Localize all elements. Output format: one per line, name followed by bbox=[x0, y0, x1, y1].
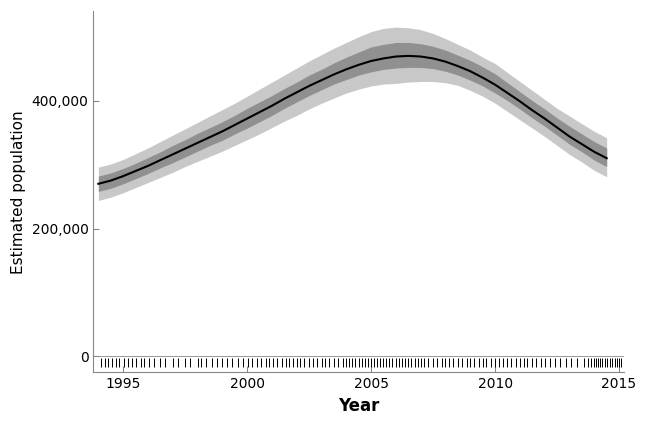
Y-axis label: Estimated population: Estimated population bbox=[11, 110, 26, 273]
X-axis label: Year: Year bbox=[338, 397, 379, 415]
